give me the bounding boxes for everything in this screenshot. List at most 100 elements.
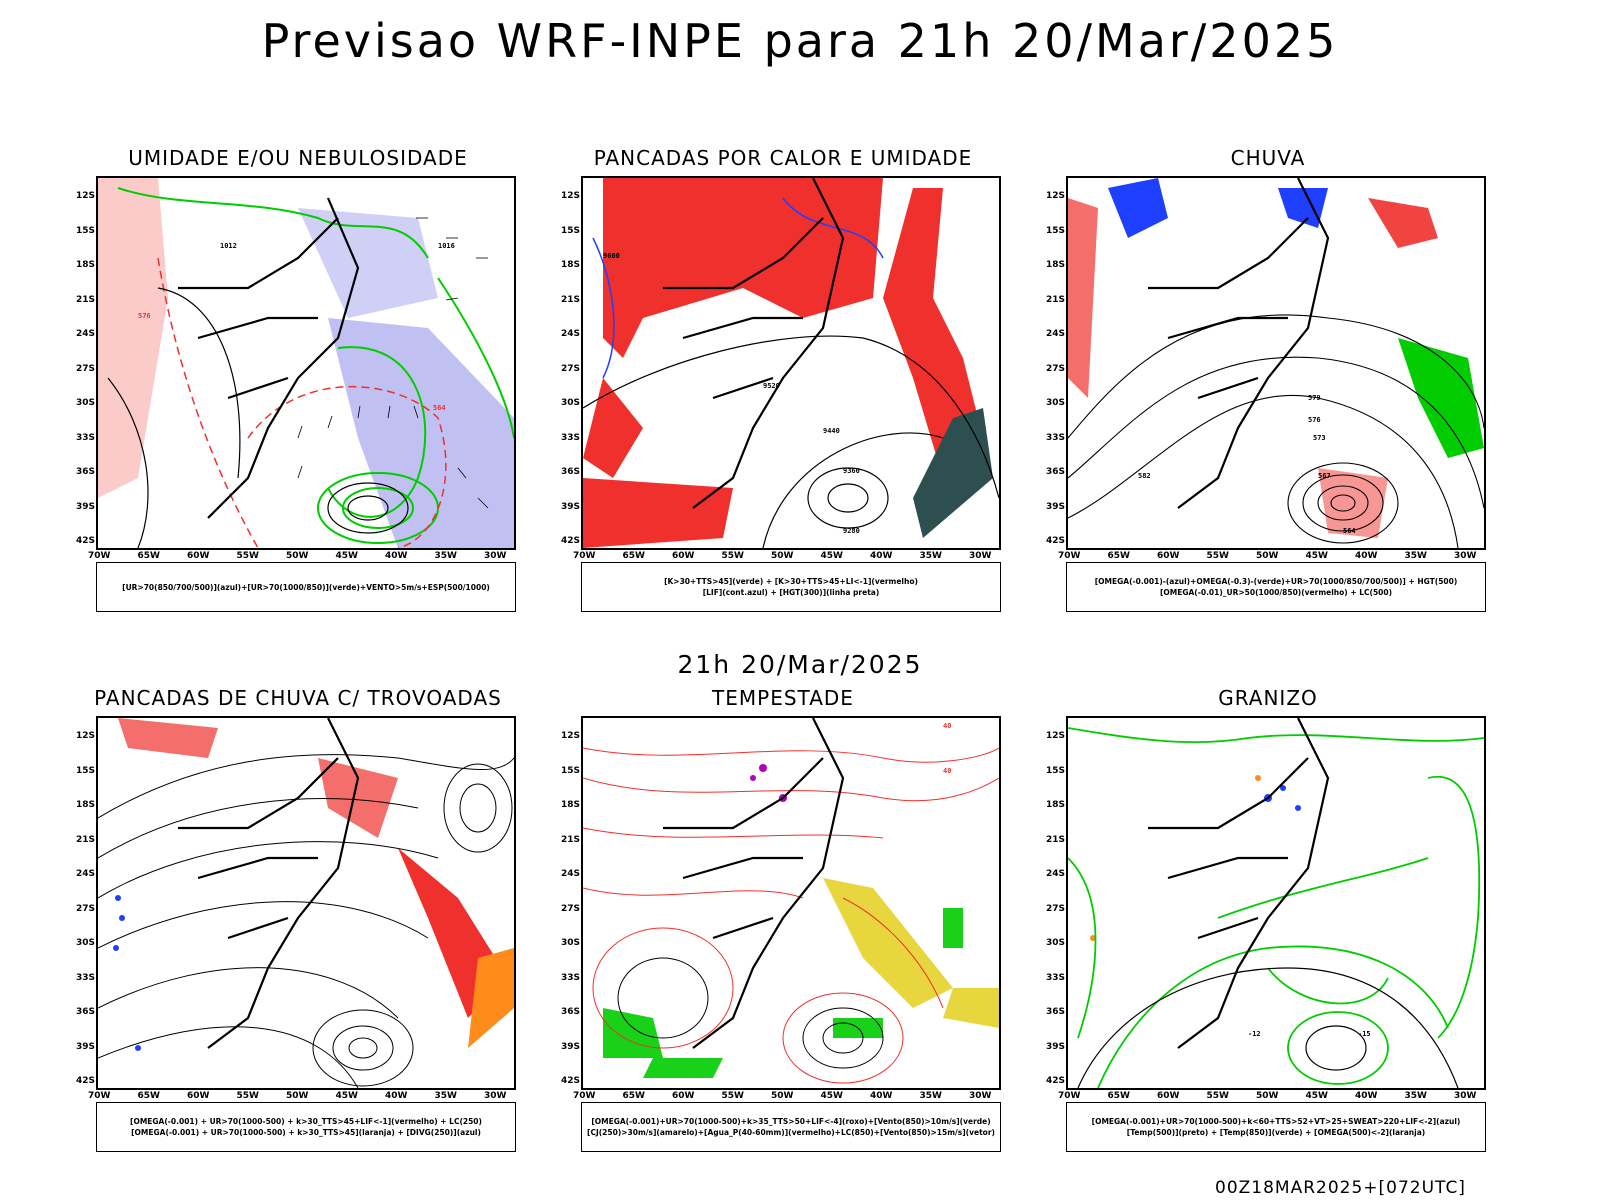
longitude-tick-label: 40W bbox=[870, 551, 893, 561]
latitude-tick-label: 36S bbox=[76, 467, 96, 477]
map-tempestade-graphic: 40 40 bbox=[583, 718, 999, 1084]
latitude-tick-label: 36S bbox=[561, 1007, 581, 1017]
longitude-tick-label: 45W bbox=[1305, 1091, 1328, 1101]
contour-label: 1016 bbox=[438, 242, 455, 250]
latitude-tick-label: 33S bbox=[1046, 972, 1066, 983]
contour-label: 9360 bbox=[843, 467, 860, 475]
panel-pancadas-calor: PANCADAS POR CALOR E UMIDADE bbox=[561, 146, 1003, 636]
longitude-tick-label: 40W bbox=[1355, 551, 1378, 561]
longitude-tick-label: 70W bbox=[573, 1091, 596, 1101]
longitude-tick-label: 30W bbox=[1454, 1091, 1477, 1101]
latitude-tick-label: 30S bbox=[1046, 398, 1066, 408]
longitude-tick-label: 30W bbox=[969, 551, 992, 561]
latitude-tick-label: 21S bbox=[76, 834, 96, 845]
map-chuva-graphic: 579 576 573 567 564 582 bbox=[1068, 178, 1484, 548]
latitude-tick-label: 21S bbox=[561, 834, 581, 845]
latitude-tick-label: 33S bbox=[561, 972, 581, 983]
panel-title: PANCADAS POR CALOR E UMIDADE bbox=[593, 146, 973, 170]
latitude-tick-label: 27S bbox=[76, 363, 96, 374]
panel-umidade: UMIDADE E/OU NEBULOSIDADE bbox=[76, 146, 518, 636]
longitude-tick-label: 55W bbox=[721, 551, 744, 561]
panel-tempestade: TEMPESTADE bbox=[561, 686, 1003, 1176]
longitude-tick-label: 65W bbox=[1107, 1091, 1130, 1101]
panel-title: PANCADAS DE CHUVA C/ TROVOADAS bbox=[94, 686, 502, 710]
longitude-tick-label: 45W bbox=[1305, 551, 1328, 561]
latitude-tick-label: 33S bbox=[76, 972, 96, 983]
longitude-tick-label: 55W bbox=[1206, 551, 1229, 561]
latitude-tick-label: 12S bbox=[561, 191, 581, 201]
longitude-tick-label: 55W bbox=[236, 1091, 259, 1101]
contour-label: 9600 bbox=[603, 252, 620, 260]
latitude-tick-label: 36S bbox=[1046, 1007, 1066, 1017]
latitude-tick-label: 36S bbox=[76, 1007, 96, 1017]
latitude-tick-label: 15S bbox=[76, 225, 96, 236]
latitude-tick-label: 33S bbox=[561, 432, 581, 443]
map-chuva: 579 576 573 567 564 582 bbox=[1066, 176, 1486, 550]
latitude-tick-label: 27S bbox=[76, 903, 96, 914]
latitude-tick-label: 30S bbox=[561, 398, 581, 408]
latitude-tick-label: 36S bbox=[1046, 467, 1066, 477]
latitude-tick-label: 30S bbox=[1046, 938, 1066, 948]
longitude-tick-label: 35W bbox=[434, 551, 457, 561]
latitude-tick-label: 24S bbox=[561, 329, 581, 339]
longitude-tick-label: 35W bbox=[919, 1091, 942, 1101]
latitude-tick-label: 15S bbox=[1046, 225, 1066, 236]
panel-legend: [OMEGA(-0.001)-(azul)+OMEGA(-0.3)-(verde… bbox=[1066, 562, 1486, 612]
latitude-tick-label: 30S bbox=[561, 938, 581, 948]
panel-legend: [OMEGA(-0.001)+UR>70(1000-500)+k<60+TTS>… bbox=[1066, 1102, 1486, 1152]
longitude-tick-label: 50W bbox=[771, 1091, 794, 1101]
panel-chuva: CHUVA 579 5 bbox=[1046, 146, 1488, 636]
latitude-tick-label: 18S bbox=[561, 260, 581, 270]
contour-label: 9520 bbox=[763, 382, 780, 390]
latitude-tick-label: 42S bbox=[561, 536, 581, 546]
legend-line: [OMEGA(-0.001)+UR>70(1000-500)+k>35_TTS>… bbox=[591, 1117, 991, 1126]
longitude-tick-label: 35W bbox=[434, 1091, 457, 1101]
latitude-tick-label: 12S bbox=[76, 191, 96, 201]
longitude-tick-label: 60W bbox=[187, 1091, 210, 1101]
latitude-tick-label: 27S bbox=[1046, 363, 1066, 374]
legend-line: [OMEGA(-0.001) + UR>70(1000-500) + k>30_… bbox=[130, 1117, 482, 1126]
latitude-tick-label: 12S bbox=[1046, 731, 1066, 741]
longitude-tick-label: 35W bbox=[1404, 1091, 1427, 1101]
longitude-tick-label: 50W bbox=[1256, 551, 1279, 561]
longitude-tick-label: 45W bbox=[820, 1091, 843, 1101]
contour-label: 573 bbox=[1313, 434, 1326, 442]
latitude-tick-label: 42S bbox=[1046, 1076, 1066, 1086]
longitude-tick-label: 70W bbox=[1058, 1091, 1081, 1101]
legend-line: [K>30+TTS>45](verde) + [K>30+TTS>45+LI<-… bbox=[664, 577, 918, 586]
map-granizo-graphic: -12 -15 bbox=[1068, 718, 1484, 1088]
map-trovoadas bbox=[96, 716, 516, 1090]
panel-granizo: GRANIZO -12 bbox=[1046, 686, 1488, 1176]
longitude-tick-label: 60W bbox=[1157, 1091, 1180, 1101]
latitude-tick-label: 27S bbox=[561, 903, 581, 914]
contour-label: 576 bbox=[1308, 416, 1321, 424]
latitude-tick-label: 39S bbox=[76, 1041, 96, 1052]
panel-title: GRANIZO bbox=[1218, 686, 1318, 710]
legend-line: [LIF](cont.azul) + [HGT(300)](linha pret… bbox=[702, 588, 880, 597]
contour-label: 579 bbox=[1308, 394, 1321, 402]
longitude-tick-label: 30W bbox=[484, 551, 507, 561]
contour-label: -15 bbox=[1358, 1030, 1371, 1038]
latitude-tick-label: 18S bbox=[76, 260, 96, 270]
map-tempestade: 40 40 bbox=[581, 716, 1001, 1090]
longitude-tick-label: 40W bbox=[385, 1091, 408, 1101]
latitude-tick-label: 15S bbox=[561, 225, 581, 236]
latitude-tick-label: 42S bbox=[561, 1076, 581, 1086]
panel-title: UMIDADE E/OU NEBULOSIDADE bbox=[128, 146, 468, 170]
panel-legend: [UR>70(850/700/500)](azul)+[UR>70(1000/8… bbox=[96, 562, 516, 612]
latitude-tick-label: 42S bbox=[76, 536, 96, 546]
latitude-tick-label: 18S bbox=[1046, 800, 1066, 810]
panel-title: TEMPESTADE bbox=[712, 686, 854, 710]
latitude-tick-label: 30S bbox=[76, 398, 96, 408]
longitude-tick-label: 65W bbox=[137, 1091, 160, 1101]
longitude-tick-label: 30W bbox=[969, 1091, 992, 1101]
legend-line: [OMEGA(-0.01)_UR>50(1000/850)(vermelho) … bbox=[1159, 588, 1393, 597]
latitude-tick-label: 15S bbox=[561, 765, 581, 776]
map-umidade: 1012 1016 576 564 bbox=[96, 176, 516, 550]
longitude-tick-label: 50W bbox=[1256, 1091, 1279, 1101]
longitude-tick-label: 50W bbox=[286, 551, 309, 561]
legend-line: [CJ(250)>30m/s](amarelo)+[Agua_P(40-60mm… bbox=[587, 1128, 995, 1137]
legend-line: [UR>70(850/700/500)](azul)+[UR>70(1000/8… bbox=[122, 582, 490, 592]
map-granizo: -12 -15 bbox=[1066, 716, 1486, 1090]
longitude-tick-label: 35W bbox=[1404, 551, 1427, 561]
